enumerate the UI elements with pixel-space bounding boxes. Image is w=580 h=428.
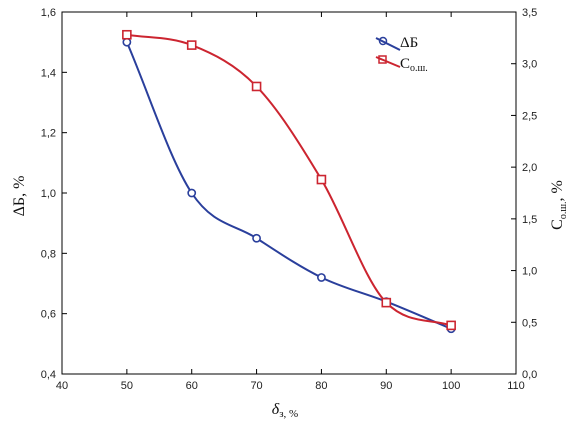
y-right-tick-label: 3,5 <box>522 7 537 19</box>
y-right-axis-ticks: 0,0 0,5 1,0 1,5 2,0 2,5 3,0 3,5 <box>511 7 537 381</box>
x-axis-ticks: 40 50 60 70 80 90 100 110 <box>56 12 525 392</box>
plot-frame <box>61 11 517 375</box>
x-label-sub: з, % <box>279 408 298 420</box>
data-point-circle <box>317 273 326 282</box>
y-right-label-unit: , % <box>549 180 566 201</box>
data-point-square <box>186 40 197 50</box>
y-left-tick-label: 0,4 <box>41 369 56 381</box>
data-point-circle <box>187 188 197 198</box>
legend-marker-square <box>378 55 387 64</box>
data-point-circle <box>122 37 132 47</box>
series-line-1 <box>126 33 452 327</box>
x-tick-label: 80 <box>315 380 327 392</box>
y-right-tick-label: 1,5 <box>522 214 537 226</box>
legend-label-delta-b: ΔБ <box>400 35 418 51</box>
y-left-tick-label: 0,6 <box>41 309 56 321</box>
x-tick-label: 70 <box>250 380 262 392</box>
y-left-tick-label: 1,0 <box>41 188 56 200</box>
y-left-tick-label: 1,2 <box>41 128 56 140</box>
y-right-tick-label: 2,5 <box>522 110 537 122</box>
data-point-square <box>316 174 327 185</box>
y-right-label-main: C <box>549 219 566 230</box>
y-left-axis-label: ΔБ, % <box>11 176 28 217</box>
y-right-axis-label: Cо.ш., % <box>549 180 569 230</box>
legend-c-main: C <box>400 56 410 72</box>
y-right-label-sub: о.ш. <box>558 201 569 219</box>
y-left-axis-ticks: 0,4 0,6 0,8 1,0 1,2 1,4 1,6 <box>41 7 67 381</box>
y-right-tick-label: 2,0 <box>522 162 537 174</box>
x-axis-label: δз, % <box>272 401 298 420</box>
legend-c-sub: о.ш. <box>410 63 428 74</box>
x-tick-label: 110 <box>507 380 525 392</box>
x-tick-label: 90 <box>380 380 392 392</box>
x-tick-label: 100 <box>442 380 460 392</box>
y-right-tick-label: 0,0 <box>522 369 537 381</box>
y-left-tick-label: 0,8 <box>41 248 56 260</box>
series-line-0 <box>125 41 452 330</box>
x-tick-label: 60 <box>186 380 198 392</box>
y-left-tick-label: 1,4 <box>41 67 56 79</box>
legend-line-c <box>375 56 401 68</box>
data-point-square <box>251 81 262 92</box>
y-right-tick-label: 1,0 <box>522 266 537 278</box>
data-point-square <box>446 320 456 331</box>
data-point-square <box>381 297 392 308</box>
x-label-main: δ <box>272 401 280 418</box>
data-point-circle <box>252 233 261 243</box>
legend-label-c: Cо.ш. <box>400 56 428 74</box>
data-point-square <box>122 29 132 40</box>
legend-marker-circle <box>378 36 388 46</box>
x-tick-label: 50 <box>121 380 133 392</box>
y-right-tick-label: 0,5 <box>522 317 537 329</box>
y-right-tick-label: 3,0 <box>522 59 537 71</box>
x-tick-label: 40 <box>56 380 68 392</box>
legend: ΔБ Cо.ш. <box>375 35 428 74</box>
series-layer <box>122 29 456 334</box>
y-left-tick-label: 1,6 <box>41 7 56 19</box>
plot-area <box>61 11 517 375</box>
